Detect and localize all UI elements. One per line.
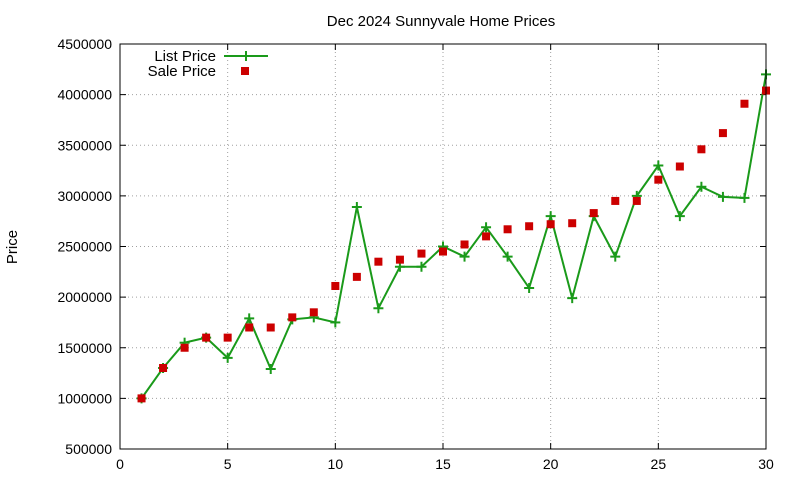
sale-price-point <box>374 257 383 266</box>
sale-price-point <box>675 162 684 171</box>
sale-price-point <box>417 249 426 258</box>
y-tick-label: 3500000 <box>57 137 112 153</box>
x-tick-label: 15 <box>435 456 451 472</box>
legend-marker-sale-price <box>241 67 249 75</box>
y-tick-label: 3000000 <box>57 188 112 204</box>
series-sale-price <box>137 86 770 403</box>
list-price-line <box>140 74 767 399</box>
sale-price-point <box>611 196 620 205</box>
sale-price-point <box>632 196 641 205</box>
plot-frame <box>119 43 767 450</box>
list-price-point <box>330 317 341 328</box>
y-tick-label: 2500000 <box>57 239 112 255</box>
y-axis-label: Price <box>4 230 21 264</box>
sale-price-point <box>202 333 211 342</box>
sale-price-point <box>137 394 146 403</box>
sale-price-point <box>159 364 168 372</box>
sale-price-point <box>718 129 727 138</box>
x-tick-label: 10 <box>328 456 344 472</box>
x-tick-label: 5 <box>224 456 232 472</box>
sale-price-point <box>589 209 598 218</box>
y-tick-label: 4500000 <box>57 36 112 52</box>
y-tick-label: 500000 <box>65 441 112 457</box>
list-price-point <box>373 303 384 314</box>
list-price-point <box>739 192 750 203</box>
y-tick-label: 4000000 <box>57 87 112 103</box>
sale-price-point <box>525 222 534 231</box>
sale-price-point <box>482 232 491 241</box>
list-price-point <box>459 251 470 262</box>
sale-price-point <box>309 308 318 317</box>
sale-price-point <box>288 313 297 322</box>
list-price-point <box>567 293 578 304</box>
list-price-point <box>265 364 276 375</box>
series-layer <box>136 69 771 404</box>
sale-price-point <box>331 281 340 290</box>
list-price-point <box>717 191 728 202</box>
sale-price-point <box>245 323 254 332</box>
list-price-point <box>244 313 255 324</box>
sale-price-point <box>568 219 577 228</box>
list-price-point <box>610 251 621 262</box>
list-price-point <box>481 222 492 233</box>
sale-price-point <box>546 220 555 229</box>
y-tick-label: 1000000 <box>57 390 112 406</box>
list-price-point <box>545 211 556 222</box>
list-price-point <box>351 202 362 213</box>
chart-title: Dec 2024 Sunnyvale Home Prices <box>327 13 555 30</box>
list-price-point <box>222 352 233 363</box>
sale-price-point <box>439 247 447 256</box>
sale-price-point <box>223 333 232 342</box>
x-tick-label: 25 <box>651 456 667 472</box>
sale-price-point <box>740 99 749 108</box>
legend-label-list-price: List Price <box>154 48 216 65</box>
list-price-point <box>502 251 513 262</box>
sale-price-point <box>266 323 275 332</box>
list-price-point <box>416 261 427 272</box>
legend: List Price Sale Price <box>148 48 268 80</box>
list-price-point <box>674 211 685 222</box>
legend-label-sale-price: Sale Price <box>148 63 216 80</box>
sale-price-point <box>180 343 189 352</box>
sale-price-point <box>352 272 361 281</box>
tick-labels: 0 5 10 15 20 25 30 500000 1000000 1500000 2000000 2… <box>57 36 774 472</box>
x-tick-label: 20 <box>543 456 559 472</box>
series-list-price <box>136 69 771 404</box>
sale-price-point <box>697 145 706 154</box>
x-tick-label: 0 <box>116 456 124 472</box>
sale-price-point <box>460 240 469 249</box>
list-price-point <box>696 181 707 192</box>
legend-marker-list-price <box>241 51 251 61</box>
list-price-point <box>524 283 535 294</box>
y-tick-label: 1500000 <box>57 340 112 356</box>
sale-price-point <box>503 225 512 234</box>
x-tick-label: 30 <box>758 456 774 472</box>
sale-price-point <box>654 175 663 184</box>
list-price-point <box>653 160 664 171</box>
sale-price-point <box>395 255 404 264</box>
y-tick-label: 2000000 <box>57 289 112 305</box>
